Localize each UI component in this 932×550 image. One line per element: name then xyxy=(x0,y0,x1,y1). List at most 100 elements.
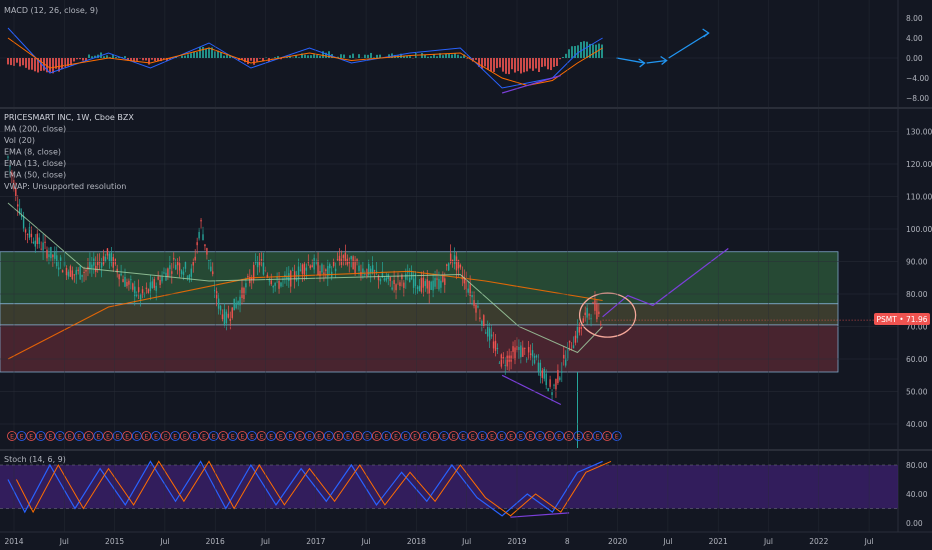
candle[interactable] xyxy=(498,362,501,364)
candle[interactable] xyxy=(11,172,13,176)
candle[interactable] xyxy=(46,249,48,259)
earnings-marker[interactable] xyxy=(189,431,200,441)
candle[interactable] xyxy=(424,281,426,287)
candle[interactable] xyxy=(309,265,311,269)
candle[interactable] xyxy=(7,156,9,158)
candle[interactable] xyxy=(58,267,60,270)
candle[interactable] xyxy=(262,262,265,275)
candle[interactable] xyxy=(553,384,555,386)
candle[interactable] xyxy=(311,265,313,268)
earnings-marker[interactable] xyxy=(122,431,133,441)
earnings-marker[interactable] xyxy=(285,431,296,441)
earnings-marker[interactable] xyxy=(131,431,142,441)
candle[interactable] xyxy=(139,294,142,300)
macd-histogram-bar[interactable] xyxy=(505,58,507,74)
candle[interactable] xyxy=(28,227,31,238)
candle[interactable] xyxy=(477,305,479,308)
candle[interactable] xyxy=(469,284,471,296)
candle[interactable] xyxy=(336,259,339,260)
candle[interactable] xyxy=(149,282,152,292)
macd-histogram-bar[interactable] xyxy=(430,56,432,58)
candle[interactable] xyxy=(247,276,249,278)
candle[interactable] xyxy=(38,237,40,245)
candle[interactable] xyxy=(434,278,436,287)
candle[interactable] xyxy=(327,266,329,277)
candle[interactable] xyxy=(98,261,101,263)
candle[interactable] xyxy=(235,302,237,309)
macd-histogram-bar[interactable] xyxy=(148,58,150,65)
candle[interactable] xyxy=(215,291,218,299)
candle[interactable] xyxy=(112,257,114,268)
candle[interactable] xyxy=(529,353,532,355)
candle[interactable] xyxy=(297,266,300,279)
macd-line[interactable] xyxy=(7,27,603,89)
earnings-marker[interactable] xyxy=(362,431,373,441)
candle[interactable] xyxy=(85,269,87,272)
macd-histogram-bar[interactable] xyxy=(61,58,63,70)
candle[interactable] xyxy=(116,268,118,273)
candle[interactable] xyxy=(167,268,169,277)
candle[interactable] xyxy=(494,340,497,351)
candle[interactable] xyxy=(280,282,282,287)
macd-histogram-bar[interactable] xyxy=(490,58,492,72)
candle[interactable] xyxy=(358,265,360,271)
candle[interactable] xyxy=(147,289,150,293)
zone-upper[interactable] xyxy=(0,251,839,305)
macd-histogram-bar[interactable] xyxy=(37,58,39,73)
candle[interactable] xyxy=(533,355,536,364)
macd-histogram-bar[interactable] xyxy=(538,58,540,73)
macd-histogram-bar[interactable] xyxy=(316,55,318,58)
macd-histogram-bar[interactable] xyxy=(223,55,225,58)
earnings-marker[interactable] xyxy=(448,431,459,441)
earnings-marker[interactable] xyxy=(602,431,613,441)
candle[interactable] xyxy=(173,257,175,260)
candle[interactable] xyxy=(557,369,559,384)
macd-histogram-bar[interactable] xyxy=(454,53,456,58)
candle[interactable] xyxy=(17,204,19,207)
candle[interactable] xyxy=(319,270,321,276)
macd-histogram-bar[interactable] xyxy=(196,52,198,58)
macd-histogram-bar[interactable] xyxy=(85,58,87,61)
macd-histogram-bar[interactable] xyxy=(208,47,210,58)
macd-histogram-bar[interactable] xyxy=(226,54,228,58)
candle[interactable] xyxy=(225,311,228,324)
macd-histogram-bar[interactable] xyxy=(145,58,147,61)
macd-histogram-bar[interactable] xyxy=(481,58,483,69)
macd-histogram-bar[interactable] xyxy=(94,55,96,58)
macd-histogram-bar[interactable] xyxy=(220,52,222,58)
candle[interactable] xyxy=(237,301,239,305)
macd-histogram-bar[interactable] xyxy=(250,58,252,61)
candle[interactable] xyxy=(221,314,224,320)
candle[interactable] xyxy=(512,346,514,352)
candle[interactable] xyxy=(65,268,68,276)
macd-pane[interactable] xyxy=(0,27,898,94)
earnings-marker[interactable] xyxy=(487,431,497,441)
study-ema13[interactable]: EMA (13, close) xyxy=(4,159,66,168)
support-trendline[interactable] xyxy=(501,374,562,406)
candle[interactable] xyxy=(303,263,306,275)
candle[interactable] xyxy=(541,370,543,378)
candle[interactable] xyxy=(75,270,77,275)
macd-histogram-bar[interactable] xyxy=(547,58,549,70)
earnings-marker[interactable] xyxy=(381,431,392,441)
macd-histogram-bar[interactable] xyxy=(460,56,462,58)
candle[interactable] xyxy=(457,259,460,269)
candle[interactable] xyxy=(549,379,551,387)
macd-histogram-bar[interactable] xyxy=(289,55,291,58)
candle[interactable] xyxy=(563,354,565,359)
earnings-marker[interactable] xyxy=(112,431,123,441)
macd-histogram-bar[interactable] xyxy=(565,53,567,58)
candle[interactable] xyxy=(350,256,352,260)
macd-histogram-bar[interactable] xyxy=(406,55,408,58)
candle[interactable] xyxy=(253,264,255,281)
macd-histogram-bar[interactable] xyxy=(91,56,93,58)
candle[interactable] xyxy=(524,347,526,349)
macd-projection-arrow[interactable] xyxy=(646,59,667,64)
macd-histogram-bar[interactable] xyxy=(601,44,603,58)
earnings-marker[interactable] xyxy=(141,431,152,441)
macd-histogram-bar[interactable] xyxy=(160,58,162,62)
earnings-marker[interactable] xyxy=(208,431,219,441)
candle[interactable] xyxy=(274,282,276,286)
macd-histogram-bar[interactable] xyxy=(379,54,381,58)
candle[interactable] xyxy=(405,274,407,280)
